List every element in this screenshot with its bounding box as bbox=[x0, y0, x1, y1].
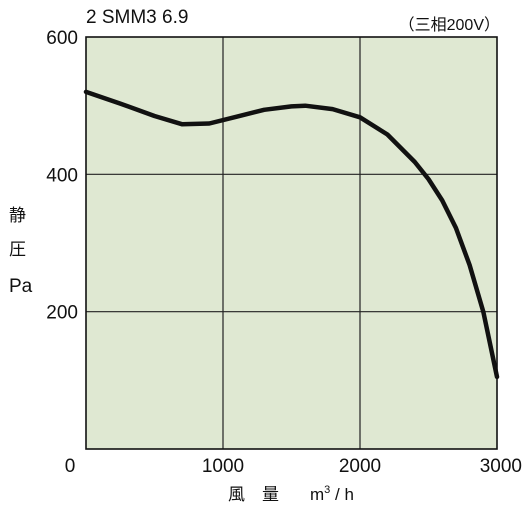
voltage-note: （三相200V） bbox=[399, 16, 500, 34]
y-axis-unit: Pa bbox=[9, 276, 33, 297]
x-axis-unit-tail: / h bbox=[330, 485, 354, 504]
x-tick-label-3000: 3000 bbox=[480, 456, 522, 477]
y-tick-label-200: 200 bbox=[46, 303, 78, 324]
grid-lines bbox=[86, 37, 497, 449]
x-axis-label-char-2: 量 bbox=[262, 485, 279, 505]
y-tick-label-600: 600 bbox=[46, 28, 78, 49]
x-tick-label-0: 0 bbox=[65, 456, 76, 477]
plot-area bbox=[86, 37, 497, 449]
chart-title: 2 SMM3 6.9 bbox=[86, 7, 188, 28]
y-tick-labels: 200 400 600 bbox=[46, 28, 78, 324]
x-axis-unit-base: m bbox=[310, 485, 324, 504]
y-axis-label-char-2: 圧 bbox=[9, 240, 26, 260]
x-tick-labels: 0 1000 2000 3000 bbox=[65, 456, 522, 477]
x-tick-label-2000: 2000 bbox=[339, 456, 381, 477]
x-tick-label-1000: 1000 bbox=[202, 456, 244, 477]
x-axis-label-char-1: 風 bbox=[228, 485, 245, 505]
y-tick-label-400: 400 bbox=[46, 165, 78, 186]
pressure-flow-curve bbox=[83, 89, 500, 380]
plot-frame bbox=[85, 36, 498, 450]
x-axis-unit: m3 / h bbox=[310, 484, 354, 504]
y-axis-label-char-1: 静 bbox=[9, 206, 26, 226]
x-axis-unit-sup: 3 bbox=[324, 484, 330, 496]
